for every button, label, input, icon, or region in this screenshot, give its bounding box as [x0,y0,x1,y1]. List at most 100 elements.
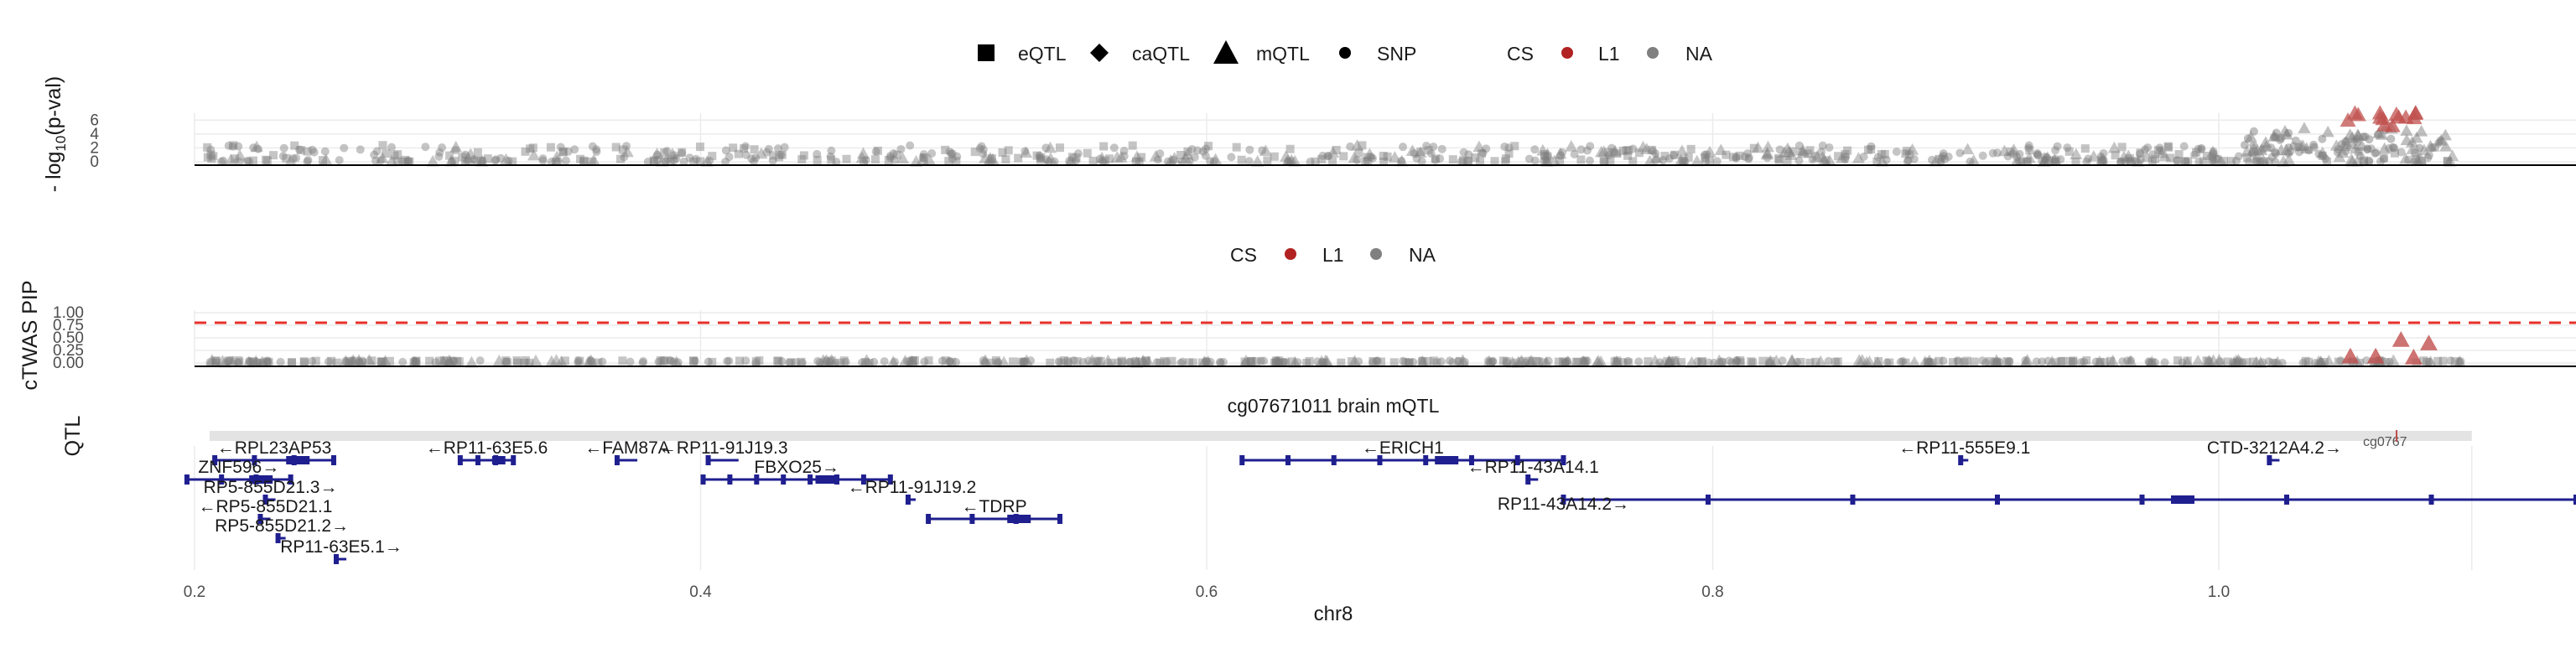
ctwas-point [362,354,376,365]
gwas-point [998,148,1007,157]
gwas-point [219,156,228,165]
gwas-point [2117,150,2131,163]
gwas-point [1675,144,1689,157]
gwas-point [1634,148,1644,158]
gwas-point [461,151,475,163]
ctwas-point [1348,355,1362,366]
ctwas-point [819,354,833,365]
gene-exon [275,533,281,543]
gwas-point [2329,139,2343,151]
gwas-point [1417,157,1426,166]
gene-label: ←RP5-855D21.1 [199,497,333,516]
gwas-point [2052,157,2061,166]
gwas-point [1179,152,1192,163]
gwas-point [1796,148,1805,157]
ctwas-point [410,356,419,365]
ctwas-point [1778,356,1787,365]
gwas-point [922,153,936,165]
ctwas-point [594,358,603,367]
ctwas-point [1218,357,1228,366]
gwas-point [2378,142,2392,154]
gwas-point [1177,157,1187,166]
gwas-point [1130,150,1144,162]
ctwas-point [2032,357,2041,366]
ctwas-point [2334,357,2343,366]
gwas-point [2096,152,2109,164]
genes-x-tick-label: 1.0 [2208,583,2230,601]
ctwas-point [1610,357,1619,366]
ctwas-point [1245,357,1254,366]
gwas-point [1128,141,1137,150]
ctwas-point [1162,357,1171,366]
ctwas-point [1020,354,1033,366]
gwas-point [2410,157,2419,166]
gwas-point [235,157,244,166]
gwas-point [1283,157,1292,166]
gwas-point [1237,155,1246,164]
ctwas-point [1020,357,1029,366]
ctwas-point [777,357,787,366]
gwas-point [2259,136,2272,148]
ctwas-point [2456,357,2465,366]
gwas-point [2156,146,2165,155]
ctwas-point [992,356,1001,365]
gwas-point [2410,131,2423,143]
gwas-point [2443,156,2452,165]
gwas-point [2414,153,2428,164]
ctwas-point [952,358,961,367]
gwas-point [564,147,573,156]
gwas-point [2143,143,2153,153]
ctwas-y-tick-label: 0.50 [53,329,84,347]
gwas-point [1464,150,1473,159]
gwas-point [896,144,906,153]
gwas-point [1193,146,1202,155]
gwas-point [948,154,957,163]
ctwas-panel: 0.000.250.500.751.00 cTWAS PIP [18,280,2576,391]
gwas-point [2003,152,2012,161]
gwas-point [2064,147,2074,156]
ctwas-point [443,354,456,366]
ctwas-point [1717,358,1727,367]
gene-exon [1007,515,1031,523]
ctwas-point [1710,358,1719,367]
ctwas-point [1271,355,1285,368]
gwas-point [919,150,928,159]
gwas-point [401,155,410,164]
gwas-point [356,145,365,154]
ctwas-point [1618,357,1628,366]
gwas-point [941,145,950,154]
gwas-point [1804,149,1813,158]
ctwas-point [1460,357,1469,366]
ctwas-point [1831,357,1840,366]
gwas-point [1940,154,1950,163]
ctwas-point [2123,356,2132,365]
ctwas-point [1377,357,1386,366]
ctwas-point [1488,356,1498,365]
gwas-point [1388,151,1401,163]
gwas-point [1490,157,1499,166]
gene-exon [860,474,866,485]
ctwas-point [1563,356,1572,365]
ctwas-point [1142,356,1151,365]
ctwas-point [248,357,257,366]
ctwas-point [411,357,420,366]
ctwas-point [439,356,449,365]
ctwas-point [287,358,296,367]
gwas-point [979,149,988,158]
gwas-point [2234,152,2243,161]
ctwas-point [1736,356,1745,365]
gwas-point [663,154,673,163]
gwas-point [1530,145,1540,154]
ctwas-point [1160,356,1169,365]
ctwas-point [1623,358,1633,367]
gwas-point [1198,147,1208,156]
gwas-point [464,148,477,160]
gwas-point [2412,154,2421,163]
legend-na-label: NA [1685,43,1713,65]
gwas-point [1350,139,1364,151]
ctwas-point [785,358,794,367]
ctwas-point [2038,357,2047,366]
ctwas-point [574,356,583,365]
ctwas-point [1117,356,1126,365]
